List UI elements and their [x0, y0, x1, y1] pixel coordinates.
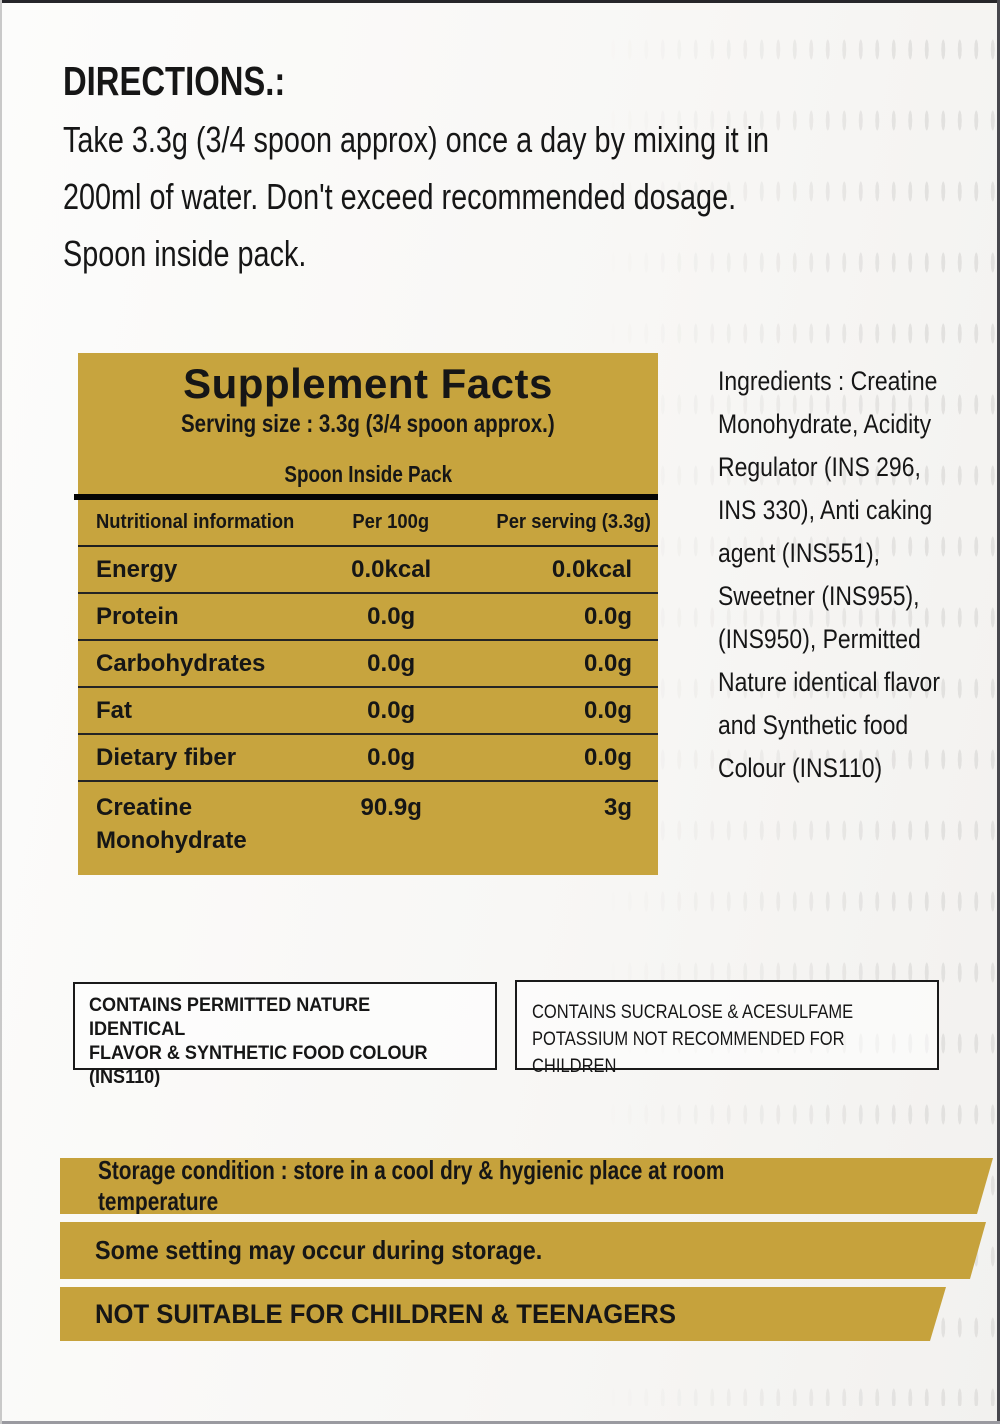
nutrition-table: Nutritional information Per 100g Per ser… — [78, 500, 658, 875]
label-edge-left — [0, 0, 2, 1424]
serving-size: Serving size : 3.3g (3/4 spoon approx.) — [181, 410, 555, 438]
row-per-serving: 0.0g — [583, 602, 632, 630]
header-nutritional-information: Nutritional information — [96, 511, 295, 533]
supplement-facts-title: Supplement Facts — [183, 360, 553, 407]
nutrition-header-row: Nutritional information Per 100g Per ser… — [78, 500, 658, 547]
ingredients-text: Ingredients : Creatine Monohydrate, Acid… — [718, 366, 940, 783]
row-per-100g: 0.0g — [367, 602, 416, 630]
table-row-energy: Energy 0.0kcal 0.0kcal — [78, 547, 658, 594]
label-edge-bottom — [0, 1421, 1000, 1424]
table-row-carbohydrates: Carbohydrates 0.0g 0.0g — [78, 641, 658, 688]
row-per-100g: 0.0g — [367, 696, 416, 724]
table-row-fat: Fat 0.0g 0.0g — [78, 688, 658, 735]
header-per-serving: Per serving (3.3g) — [496, 511, 651, 533]
row-per-serving: 0.0kcal — [551, 555, 632, 583]
supplement-facts-panel: Supplement Facts Serving size : 3.3g (3/… — [74, 353, 658, 875]
row-per-serving: 0.0g — [583, 649, 632, 677]
row-per-100g: 0.0g — [367, 743, 416, 771]
table-row-protein: Protein 0.0g 0.0g — [78, 594, 658, 641]
directions-body-text: Take 3.3g (3/4 spoon approx) once a day … — [63, 119, 770, 274]
header-per-100g: Per 100g — [352, 511, 430, 533]
warning-box-flavor-colour: CONTAINS PERMITTED NATURE IDENTICAL FLAV… — [73, 982, 497, 1088]
row-label: Creatine Monohydrate — [96, 794, 247, 854]
spoon-inside-pack-note: Spoon Inside Pack — [284, 461, 452, 487]
label-edge-top — [0, 0, 1000, 3]
table-row-dietary-fiber: Dietary fiber 0.0g 0.0g — [78, 735, 658, 782]
not-suitable-banner: NOT SUITABLE FOR CHILDREN & TEENAGERS — [60, 1287, 946, 1341]
table-row-creatine-monohydrate: Creatine Monohydrate 90.9g 3g — [78, 782, 658, 875]
row-label: Dietary fiber — [96, 743, 237, 771]
row-per-serving: 3g — [603, 794, 632, 821]
settling-note-banner: Some setting may occur during storage. — [60, 1222, 986, 1279]
label-edge-right — [997, 0, 1000, 1424]
row-label: Energy — [96, 555, 178, 583]
storage-condition-banner: Storage condition : store in a cool dry … — [60, 1158, 993, 1214]
row-per-100g: 0.0g — [367, 649, 416, 677]
row-label: Protein — [96, 602, 179, 630]
row-label: Fat — [96, 696, 132, 724]
row-per-serving: 0.0g — [583, 743, 632, 771]
thick-divider — [74, 494, 658, 500]
directions-text: Take 3.3g (3/4 spoon approx) once a day … — [63, 111, 946, 282]
row-per-serving: 0.0g — [583, 696, 632, 724]
row-per-100g: 90.9g — [360, 794, 422, 821]
warning-box-sweeteners: CONTAINS SUCRALOSE & ACESULFAME POTASSIU… — [515, 980, 939, 1077]
directions-heading: DIRECTIONS.: — [63, 58, 341, 105]
directions-heading-text: DIRECTIONS.: — [63, 58, 286, 104]
row-per-100g: 0.0kcal — [351, 555, 432, 583]
row-label: Carbohydrates — [96, 649, 266, 677]
